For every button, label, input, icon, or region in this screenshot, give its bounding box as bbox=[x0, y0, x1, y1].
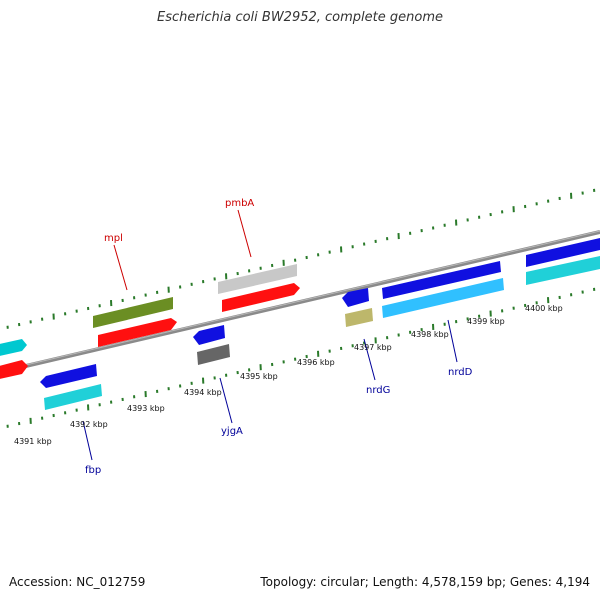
feature-box[interactable] bbox=[193, 325, 225, 345]
ruler-label: 4395 kbp bbox=[240, 372, 278, 381]
gene-label-yjgA[interactable]: yjgA bbox=[221, 426, 243, 437]
leader-lines bbox=[82, 209, 458, 461]
tick-row-lower bbox=[6, 287, 596, 428]
feature-box[interactable] bbox=[526, 256, 600, 285]
ruler-label: 4398 kbp bbox=[411, 330, 449, 339]
feature-box[interactable] bbox=[526, 238, 600, 267]
ruler-label: 4396 kbp bbox=[297, 358, 335, 367]
reverse-features bbox=[40, 288, 373, 410]
tick-row-upper bbox=[6, 188, 596, 329]
gene-label-fbp[interactable]: fbp bbox=[85, 465, 101, 476]
feature-box[interactable] bbox=[382, 278, 504, 318]
gene-label-mpl[interactable]: mpl bbox=[104, 233, 123, 244]
genome-backbone bbox=[0, 230, 600, 374]
feature-box[interactable] bbox=[44, 384, 102, 410]
feature-box[interactable] bbox=[345, 308, 373, 327]
accession-text: Accession: NC_012759 bbox=[9, 575, 146, 589]
genome-summary-text: Topology: circular; Length: 4,578,159 bp… bbox=[260, 575, 590, 589]
feature-box[interactable] bbox=[0, 339, 27, 357]
feature-box[interactable] bbox=[382, 261, 501, 299]
ruler-label: 4397 kbp bbox=[354, 343, 392, 352]
ruler-label: 4391 kbp bbox=[14, 437, 52, 446]
forward-features bbox=[0, 238, 600, 380]
gene-label-nrdD[interactable]: nrdD bbox=[448, 367, 473, 378]
feature-box[interactable] bbox=[197, 344, 230, 365]
feature-box[interactable] bbox=[0, 360, 28, 380]
feature-box[interactable] bbox=[40, 364, 97, 388]
gene-label-pmbA[interactable]: pmbA bbox=[225, 198, 254, 209]
feature-box[interactable] bbox=[222, 283, 300, 312]
ruler-label: 4400 kbp bbox=[525, 304, 563, 313]
ruler-label: 4394 kbp bbox=[184, 388, 222, 397]
feature-box[interactable] bbox=[98, 318, 177, 347]
ruler-label: 4399 kbp bbox=[467, 317, 505, 326]
feature-box[interactable] bbox=[342, 288, 369, 307]
ruler-label: 4392 kbp bbox=[70, 420, 108, 429]
gene-label-nrdG[interactable]: nrdG bbox=[366, 385, 390, 396]
feature-box[interactable] bbox=[93, 297, 173, 328]
feature-box[interactable] bbox=[218, 264, 297, 294]
ruler-label: 4393 kbp bbox=[127, 404, 165, 413]
genome-title: Escherichia coli BW2952, complete genome bbox=[157, 10, 443, 25]
